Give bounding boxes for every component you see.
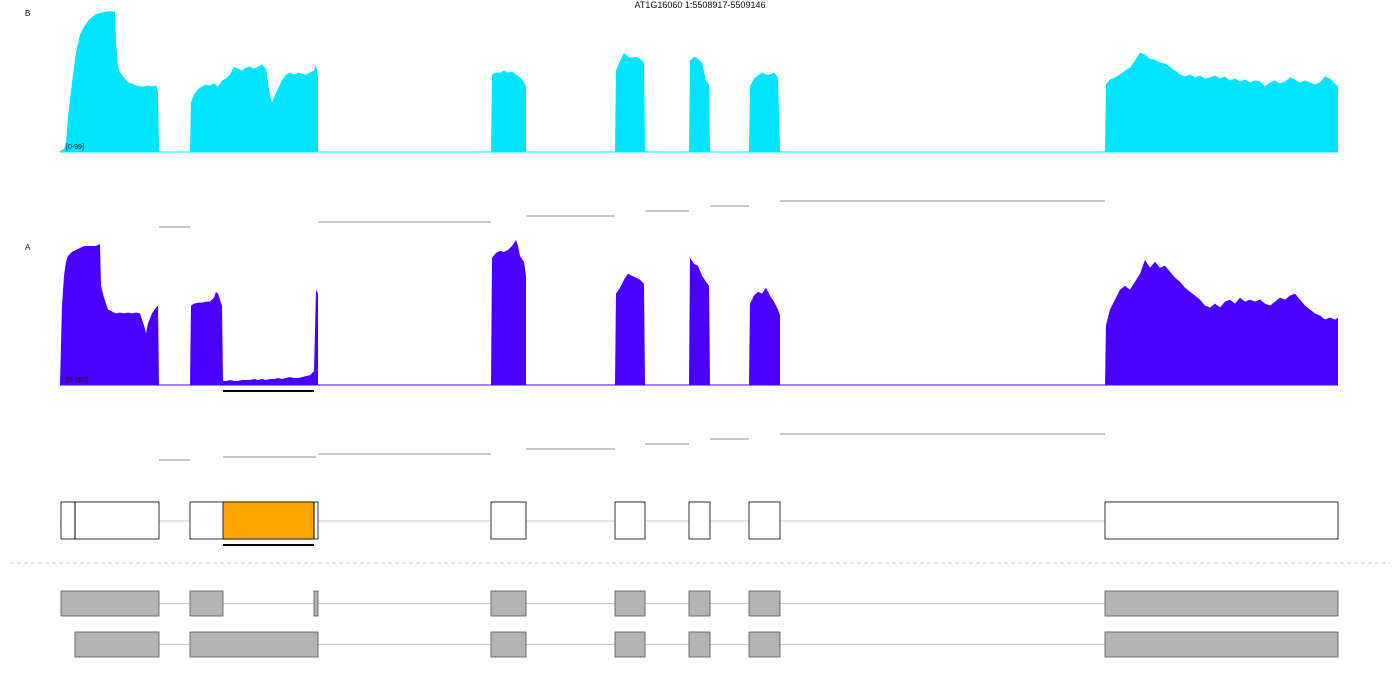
transcript-exon xyxy=(614,590,646,617)
highlight-exon xyxy=(222,501,315,540)
coverage-block xyxy=(190,64,318,152)
transcript-exon xyxy=(748,631,781,658)
gene-model xyxy=(60,501,1339,546)
transcripts xyxy=(60,590,1339,658)
coverage-block xyxy=(1105,259,1338,385)
coverage-range-label: [0-99] xyxy=(66,144,84,151)
transcript-row xyxy=(74,631,1339,658)
transcript-exon xyxy=(189,631,319,658)
transcript-exon xyxy=(60,590,160,617)
gene-exon xyxy=(688,501,711,540)
transcript-exon xyxy=(74,631,160,658)
gene-exon xyxy=(614,501,646,540)
transcript-row xyxy=(60,590,1339,617)
track-label-a: A xyxy=(25,243,31,252)
transcript-exon xyxy=(688,631,711,658)
transcript-exon xyxy=(614,631,646,658)
coverage-block xyxy=(749,287,780,385)
transcript-exon xyxy=(1104,631,1339,658)
coverage-block xyxy=(491,70,526,152)
transcript-exon xyxy=(189,590,224,617)
coverage-track-b: [0-99] xyxy=(60,11,1338,153)
gene-exon xyxy=(60,501,160,540)
coverage-range-label: [0-163] xyxy=(66,377,88,384)
coverage-block xyxy=(689,257,710,385)
transcript-exon xyxy=(1104,590,1339,617)
junction-track-b xyxy=(159,200,1105,228)
track-label-b: B xyxy=(25,9,31,18)
transcript-exon xyxy=(313,590,319,617)
coverage-block xyxy=(491,240,526,385)
gene-exon xyxy=(490,501,527,540)
coverage-block xyxy=(689,56,710,153)
coverage-block xyxy=(60,11,159,152)
gene-exon xyxy=(748,501,781,540)
transcript-exon xyxy=(490,590,527,617)
coverage-block xyxy=(615,52,645,153)
plot-title: AT1G16060 1:5508917-5509146 xyxy=(634,0,766,10)
coverage-block xyxy=(615,273,645,385)
junction-track-a xyxy=(159,433,1105,461)
coverage-block xyxy=(749,72,780,152)
coverage-track-a: [0-163] xyxy=(60,240,1338,392)
coverage-block xyxy=(1105,52,1338,153)
transcript-exon xyxy=(688,590,711,617)
coverage-block xyxy=(190,289,318,385)
gene-exon xyxy=(1104,501,1339,540)
transcript-exon xyxy=(490,631,527,658)
transcript-exon xyxy=(748,590,781,617)
coverage-block xyxy=(60,244,159,385)
